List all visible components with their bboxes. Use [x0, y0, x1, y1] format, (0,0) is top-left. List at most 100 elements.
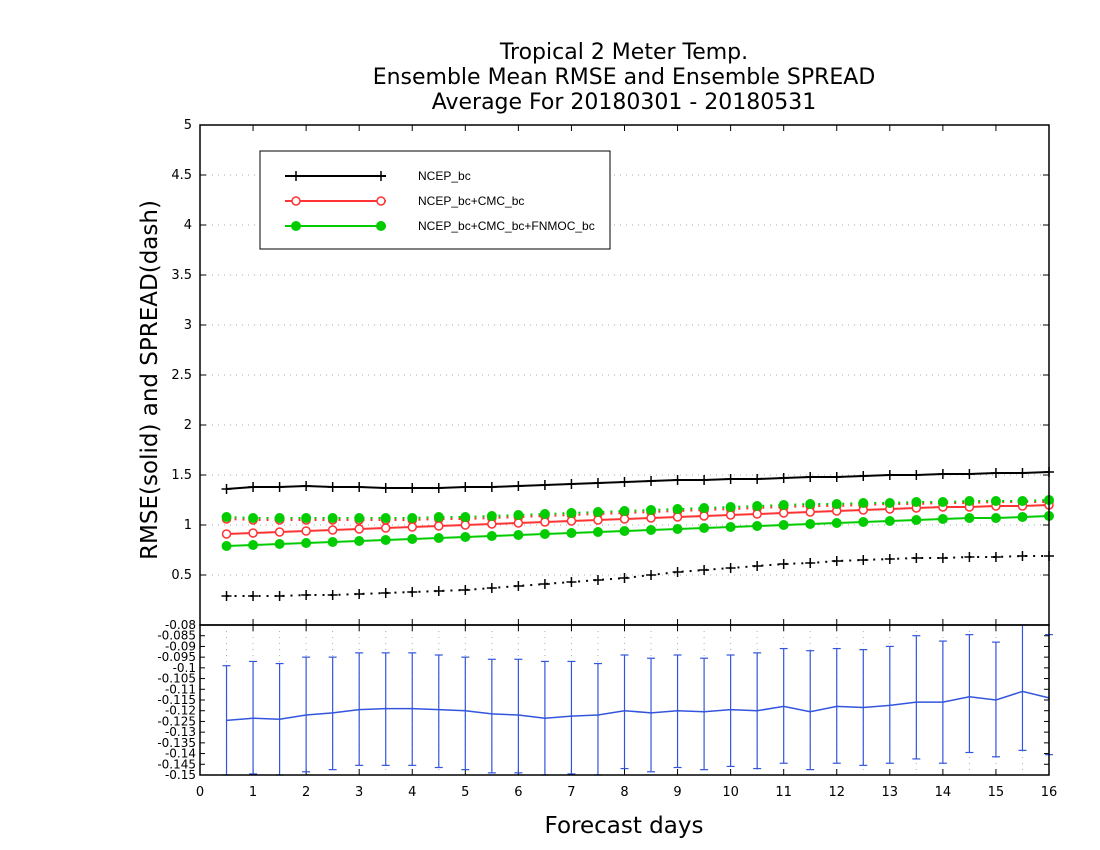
spread-point [858, 498, 869, 508]
x-tick-label: 13 [882, 785, 899, 800]
spread-point [778, 559, 789, 569]
top-y-tick-label: 3.5 [171, 268, 192, 283]
bottom-panel-series [222, 624, 1053, 776]
legend-marker [376, 196, 386, 206]
rmse-point [699, 523, 710, 533]
spread-point [592, 575, 603, 585]
spread-point [1017, 551, 1028, 561]
legend-marker [291, 221, 301, 231]
spread-point [752, 561, 763, 571]
rmse-point [778, 508, 789, 518]
rmse-point [566, 516, 577, 526]
top-y-tick-label: 4 [184, 218, 192, 233]
legend: NCEP_bc NCEP_bc+CMC_bc NCEP_bc+CMC_bc+FNMO… [259, 150, 611, 250]
x-tick-label: 12 [828, 785, 845, 800]
spread-line [226, 501, 1049, 521]
rmse-point [619, 526, 630, 536]
rmse-point [513, 481, 524, 491]
spread-point [354, 589, 365, 599]
rmse-point [301, 538, 312, 548]
spread-point [725, 502, 736, 512]
spread-point [592, 507, 603, 517]
x-tick-label: 0 [196, 785, 204, 800]
spread-line [226, 555, 1049, 597]
x-tick-label: 15 [988, 785, 1005, 800]
rmse-point [380, 523, 391, 533]
x-tick-label: 4 [408, 785, 416, 800]
top-panel-series [221, 467, 1054, 601]
spread-point [380, 513, 391, 523]
spread-point [327, 513, 338, 523]
x-tick-label: 10 [722, 785, 739, 800]
top-panel-y-ticks: 0.5 1 1.5 2 2.5 3 3.5 4 4.5 5 [171, 118, 1049, 583]
spread-point [301, 590, 312, 600]
rmse-point [1017, 468, 1028, 478]
rmse-point [619, 477, 630, 487]
bottom-y-tick-label: -0.08 [165, 618, 196, 632]
rmse-point [752, 521, 763, 531]
spread-point [964, 496, 975, 506]
rmse-point [221, 541, 232, 551]
rmse-line [226, 471, 1050, 490]
rmse-point [884, 470, 895, 480]
top-y-tick-label: 4.5 [171, 168, 192, 183]
spread-point [327, 590, 338, 600]
x-tick-label: 3 [355, 785, 363, 800]
spread-point [248, 591, 259, 601]
bottom-y-tick-label: -0.14 [165, 747, 196, 761]
rmse-point [221, 484, 232, 494]
rmse-point [778, 520, 789, 530]
top-y-tick-label: 1 [184, 518, 192, 533]
rmse-point [354, 524, 364, 534]
top-y-tick-label: 2 [184, 418, 192, 433]
spread-point [460, 585, 471, 595]
x-tick-label: 8 [620, 785, 628, 800]
spread-point [805, 499, 816, 509]
spread-point [433, 586, 444, 596]
spread-point [1017, 496, 1028, 506]
spread-point [248, 513, 259, 523]
spread-point [778, 500, 789, 510]
bottom-y-tick-label: -0.085 [157, 629, 196, 643]
rmse-point [858, 471, 869, 481]
spread-point [831, 499, 842, 509]
rmse-point [990, 468, 1001, 478]
rmse-point [407, 522, 417, 532]
spread-point [486, 511, 497, 521]
difference-mean-line [226, 690, 1050, 722]
spread-point [672, 504, 683, 514]
spread-point [221, 512, 232, 522]
spread-point [805, 558, 816, 568]
rmse-point [433, 483, 444, 493]
spread-point [619, 573, 630, 583]
rmse-point [805, 519, 816, 529]
rmse-point [274, 539, 285, 549]
rmse-point [486, 531, 497, 541]
rmse-point [327, 525, 338, 535]
bottom-y-tick-label: -0.12 [165, 704, 196, 718]
x-tick-label: 9 [673, 785, 681, 800]
spread-point [354, 513, 365, 523]
rmse-point [460, 482, 471, 492]
bottom-y-tick-label: -0.145 [157, 757, 196, 771]
legend-marker [376, 221, 386, 231]
rmse-point [566, 528, 577, 538]
x-tick-label: 2 [302, 785, 310, 800]
bottom-y-tick-label: -0.115 [157, 693, 196, 707]
rmse-point [911, 515, 922, 525]
rmse-point [327, 482, 338, 492]
rmse-point [513, 530, 524, 540]
spread-point [884, 498, 895, 508]
rmse-point [937, 469, 948, 479]
spread-point [911, 497, 922, 507]
chart-title: Tropical 2 Meter Temp. Ensemble Mean RMS… [373, 40, 876, 115]
spread-point [566, 577, 577, 587]
legend-label: NCEP_bc+CMC_bc+FNMOC_bc [418, 219, 595, 233]
rmse-point [805, 472, 816, 482]
rmse-point [592, 478, 603, 488]
rmse-point [619, 514, 630, 524]
rmse-point [274, 527, 285, 537]
bottom-panel-grid [226, 625, 1050, 775]
rmse-point [725, 474, 736, 484]
spread-point [460, 512, 471, 522]
